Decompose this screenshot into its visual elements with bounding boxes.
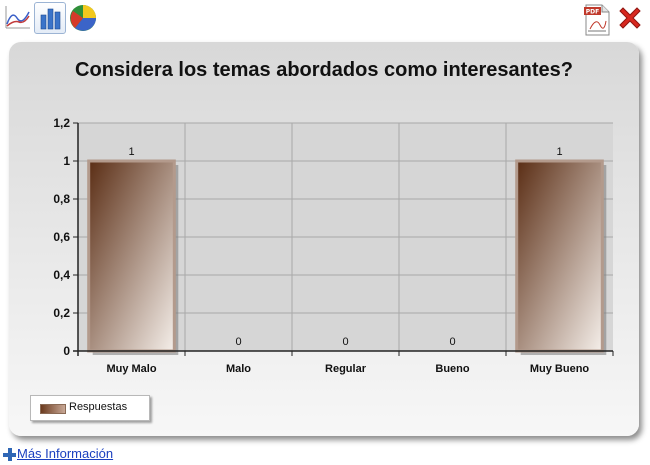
y-tick-label: 0,8 bbox=[53, 192, 70, 206]
y-tick-label: 0,6 bbox=[53, 230, 70, 244]
toolbar: PDF bbox=[0, 0, 650, 40]
pdf-label: PDF bbox=[586, 9, 599, 16]
x-tick-label: Muy Malo bbox=[106, 363, 156, 375]
legend-swatch bbox=[40, 404, 66, 414]
x-tick-label: Malo bbox=[226, 363, 251, 375]
line-chart-icon[interactable] bbox=[2, 2, 34, 34]
pie-chart-icon[interactable] bbox=[67, 2, 99, 34]
data-label: 0 bbox=[342, 336, 348, 348]
plus-icon bbox=[3, 448, 16, 461]
data-label: 0 bbox=[449, 336, 455, 348]
x-tick-label: Muy Bueno bbox=[530, 363, 590, 375]
bar bbox=[87, 159, 176, 353]
y-tick-label: 0 bbox=[63, 344, 70, 358]
chart-panel: Considera los temas abordados como inter… bbox=[9, 42, 639, 436]
legend-label: Respuestas bbox=[69, 401, 128, 413]
data-label: 1 bbox=[556, 146, 562, 158]
chart-legend: Respuestas bbox=[30, 395, 150, 421]
y-tick-label: 0,2 bbox=[53, 306, 70, 320]
chart-title: Considera los temas abordados como inter… bbox=[75, 59, 573, 81]
data-label: 0 bbox=[235, 336, 241, 348]
bar bbox=[515, 159, 604, 353]
data-label: 1 bbox=[128, 146, 134, 158]
y-tick-label: 0,4 bbox=[53, 268, 70, 282]
close-icon[interactable] bbox=[614, 2, 646, 34]
x-tick-label: Bueno bbox=[435, 363, 470, 375]
y-tick-label: 1 bbox=[63, 154, 70, 168]
x-tick-label: Regular bbox=[325, 363, 367, 375]
y-tick-label: 1,2 bbox=[53, 116, 70, 130]
pdf-icon[interactable]: PDF bbox=[582, 3, 612, 37]
bar-chart-icon[interactable] bbox=[34, 2, 66, 34]
bar-chart: 0 0,2 0,4 0,6 0,8 1 1,2 1 Muy Malo 0 Malo 0 Regular 0… bbox=[53, 116, 614, 375]
more-info-link[interactable]: Más Información bbox=[17, 446, 114, 461]
